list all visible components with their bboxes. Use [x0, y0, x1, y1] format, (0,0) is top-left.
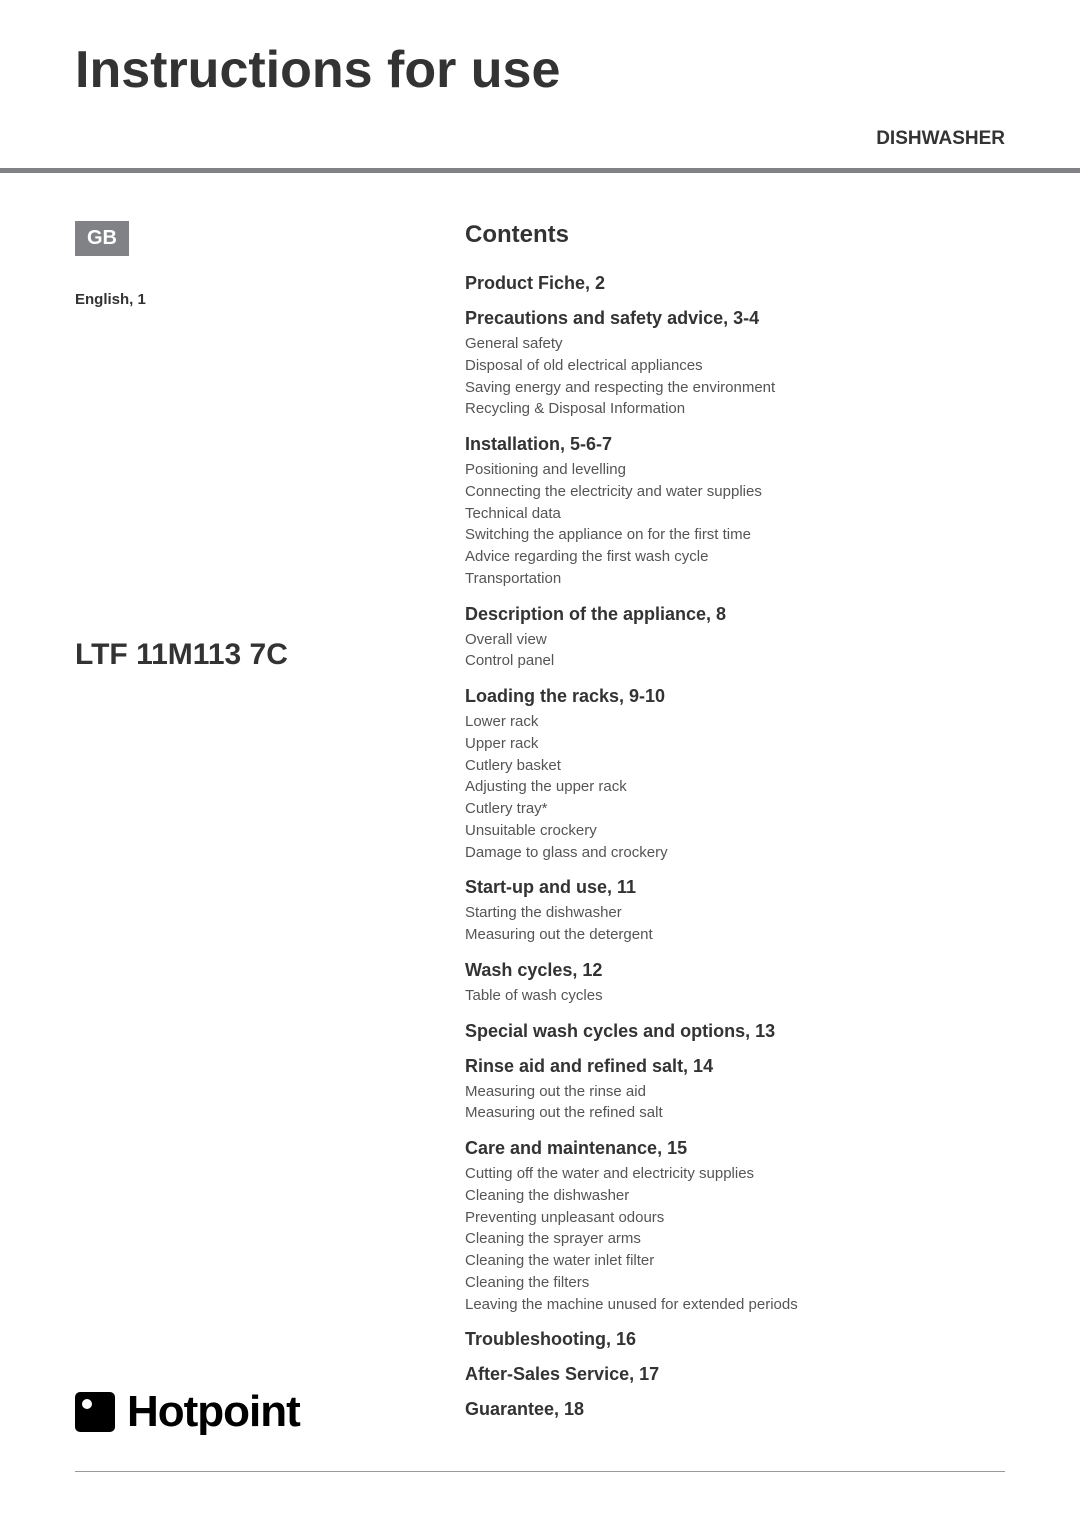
section-item: Preventing unpleasant odours	[465, 1207, 1005, 1229]
contents-section: Loading the racks, 9-10 Lower rackUpper r…	[465, 686, 1005, 863]
contents-section: Description of the appliance, 8 Overall v…	[465, 604, 1005, 673]
section-heading: Troubleshooting, 16	[465, 1329, 1005, 1350]
section-items: Starting the dishwasherMeasuring out the…	[465, 902, 1005, 946]
section-item: Cleaning the sprayer arms	[465, 1228, 1005, 1250]
section-heading: Precautions and safety advice, 3-4	[465, 308, 1005, 329]
section-item: Switching the appliance on for the first…	[465, 524, 1005, 546]
section-item: Leaving the machine unused for extended …	[465, 1294, 1005, 1316]
section-item: Cleaning the filters	[465, 1272, 1005, 1294]
section-item: Upper rack	[465, 733, 1005, 755]
document-subtitle: DISHWASHER	[75, 128, 1005, 150]
contents-section: Troubleshooting, 16	[465, 1329, 1005, 1350]
section-item: Measuring out the rinse aid	[465, 1081, 1005, 1103]
section-item: Cleaning the dishwasher	[465, 1185, 1005, 1207]
section-item: Measuring out the detergent	[465, 924, 1005, 946]
section-item: Table of wash cycles	[465, 985, 1005, 1007]
section-item: Overall view	[465, 629, 1005, 651]
section-item: Disposal of old electrical appliances	[465, 355, 1005, 377]
section-items: General safetyDisposal of old electrical…	[465, 333, 1005, 420]
contents-section: Product Fiche, 2	[465, 273, 1005, 294]
section-item: Recycling & Disposal Information	[465, 398, 1005, 420]
contents-section: Care and maintenance, 15 Cutting off the …	[465, 1138, 1005, 1315]
brand-logo-text: Hotpoint	[127, 1387, 300, 1437]
section-item: Positioning and levelling	[465, 459, 1005, 481]
section-items: Lower rackUpper rackCutlery basketAdjust…	[465, 711, 1005, 863]
language-label: English, 1	[75, 291, 465, 308]
document-title: Instructions for use	[75, 40, 1005, 100]
header-divider	[0, 168, 1080, 173]
section-item: Starting the dishwasher	[465, 902, 1005, 924]
section-item: Technical data	[465, 503, 1005, 525]
contents-sections: Product Fiche, 2 Precautions and safety a…	[465, 273, 1005, 1420]
brand-logo: Hotpoint	[75, 1387, 300, 1437]
section-item: Control panel	[465, 650, 1005, 672]
section-item: Adjusting the upper rack	[465, 776, 1005, 798]
section-items: Table of wash cycles	[465, 985, 1005, 1007]
contents-section: Rinse aid and refined salt, 14 Measuring …	[465, 1056, 1005, 1125]
section-item: Cutting off the water and electricity su…	[465, 1163, 1005, 1185]
contents-section: Installation, 5-6-7 Positioning and level…	[465, 434, 1005, 590]
section-item: Lower rack	[465, 711, 1005, 733]
section-item: Cleaning the water inlet filter	[465, 1250, 1005, 1272]
section-heading: Product Fiche, 2	[465, 273, 1005, 294]
section-item: Damage to glass and crockery	[465, 842, 1005, 864]
language-badge: GB	[75, 221, 129, 256]
section-item: Unsuitable crockery	[465, 820, 1005, 842]
section-item: Transportation	[465, 568, 1005, 590]
contents-section: Wash cycles, 12 Table of wash cycles	[465, 960, 1005, 1007]
model-number: LTF 11M113 7C	[75, 638, 465, 672]
section-items: Positioning and levellingConnecting the …	[465, 459, 1005, 590]
section-item: Saving energy and respecting the environ…	[465, 377, 1005, 399]
section-items: Cutting off the water and electricity su…	[465, 1163, 1005, 1315]
section-heading: Description of the appliance, 8	[465, 604, 1005, 625]
section-heading: Guarantee, 18	[465, 1399, 1005, 1420]
section-item: Connecting the electricity and water sup…	[465, 481, 1005, 503]
section-heading: After-Sales Service, 17	[465, 1364, 1005, 1385]
section-heading: Care and maintenance, 15	[465, 1138, 1005, 1159]
section-heading: Wash cycles, 12	[465, 960, 1005, 981]
contents-section: Guarantee, 18	[465, 1399, 1005, 1420]
section-heading: Special wash cycles and options, 13	[465, 1021, 1005, 1042]
section-items: Overall viewControl panel	[465, 629, 1005, 673]
brand-logo-icon	[75, 1392, 115, 1432]
section-heading: Loading the racks, 9-10	[465, 686, 1005, 707]
contents-section: Start-up and use, 11 Starting the dishwas…	[465, 877, 1005, 946]
section-heading: Installation, 5-6-7	[465, 434, 1005, 455]
section-heading: Start-up and use, 11	[465, 877, 1005, 898]
contents-section: Special wash cycles and options, 13	[465, 1021, 1005, 1042]
section-item: Advice regarding the first wash cycle	[465, 546, 1005, 568]
section-item: Measuring out the refined salt	[465, 1102, 1005, 1124]
footer-divider	[75, 1471, 1005, 1472]
left-column: GB English, 1 LTF 11M113 7C	[75, 221, 465, 1434]
section-item: Cutlery tray*	[465, 798, 1005, 820]
section-item: General safety	[465, 333, 1005, 355]
section-heading: Rinse aid and refined salt, 14	[465, 1056, 1005, 1077]
section-items: Measuring out the rinse aidMeasuring out…	[465, 1081, 1005, 1125]
contents-section: After-Sales Service, 17	[465, 1364, 1005, 1385]
section-item: Cutlery basket	[465, 755, 1005, 777]
contents-column: Contents Product Fiche, 2 Precautions and…	[465, 221, 1005, 1434]
contents-section: Precautions and safety advice, 3-4 Genera…	[465, 308, 1005, 420]
contents-heading: Contents	[465, 221, 1005, 249]
